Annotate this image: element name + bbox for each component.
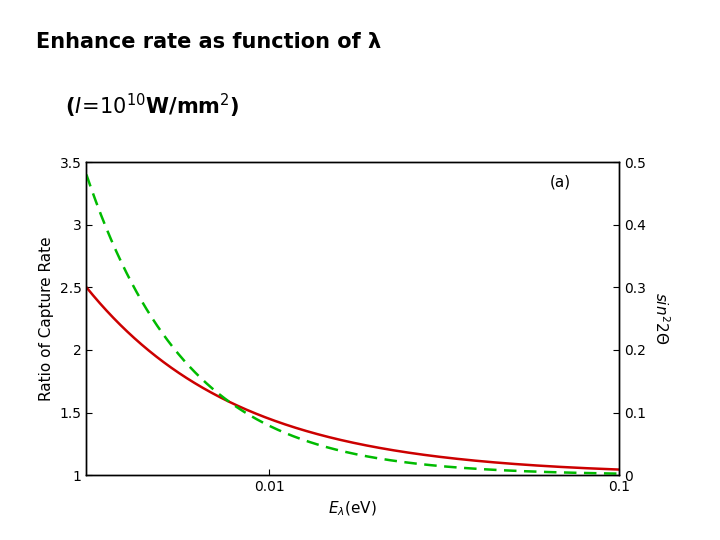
Y-axis label: Ratio of Capture Rate: Ratio of Capture Rate	[39, 237, 54, 401]
Text: ($I\!=\!10^{10}$W/mm$^2$): ($I\!=\!10^{10}$W/mm$^2$)	[65, 92, 239, 120]
Text: Enhance rate as function of λ: Enhance rate as function of λ	[36, 32, 382, 52]
X-axis label: $E_\lambda$(eV): $E_\lambda$(eV)	[328, 500, 377, 518]
Y-axis label: $sin^22\Theta$: $sin^22\Theta$	[652, 292, 671, 345]
Text: (a): (a)	[550, 174, 571, 190]
